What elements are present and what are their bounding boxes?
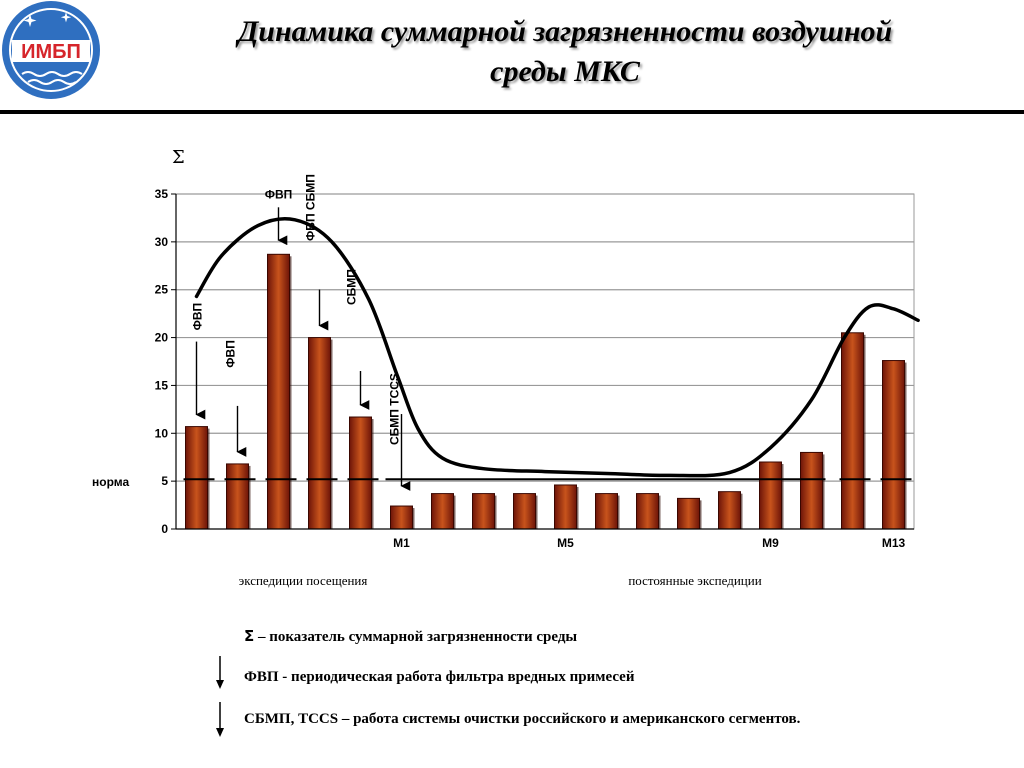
bar [226,463,249,530]
trend-curve-line [194,216,920,478]
bar [759,461,782,530]
y-tick-label: 15 [155,378,169,392]
bar [554,484,577,530]
title-line-2: среды МКС [490,55,640,88]
legend-fvp: ФВП - периодическая работа фильтра вредн… [244,669,634,686]
annotation-label: ФВП СБМП [304,174,318,241]
x-axis: М1 М5 М9 М13 [176,528,914,550]
page-title: Динамика суммарной загрязненности воздуш… [150,12,980,92]
star-icon [23,14,37,27]
bar [431,493,454,530]
y-axis: 0 5 10 15 20 25 30 35 [155,187,177,536]
y-tick-label: 5 [161,474,168,488]
legend-sigma-symbol: Σ [244,627,255,645]
legend-sbmp-text: СБМП, TCCS – работа системы очистки росс… [244,711,801,727]
y-tick-label: 25 [155,283,169,297]
logo-ring [9,8,93,92]
y-tick-label: 0 [161,522,168,536]
imbp-logo: ИМБП [2,1,100,99]
annotation-label: ФВП [224,340,238,368]
air-pollution-chart: 0 5 10 15 20 25 30 35 ФВП ФВП ФВП ФВП СБМП СБМП СБМП… [92,147,920,588]
legend-fvp-text: ФВП - периодическая работа фильтра вредн… [244,669,635,685]
annotations: ФВП ФВП ФВП ФВП СБМП СБМП СБМП TCCS [191,174,411,491]
x-tick-label: М1 [393,536,410,550]
x-tick-label: М9 [762,536,779,550]
logo-band [12,40,90,62]
legend-sbmp: СБМП, TCCS – работа системы очистки росс… [244,711,800,728]
annotation-label: СБМП TCCS [388,373,402,445]
bar [390,505,413,530]
annotation-label: ФВП [191,303,205,331]
group-label-visits: экспедиции посещения [239,573,368,588]
bar [595,493,618,530]
bar [267,253,290,530]
y-tick-label: 30 [155,235,169,249]
x-tick-label: М13 [882,536,906,550]
bar [636,493,659,530]
star-icon [60,12,72,23]
group-label-permanent: постоянные экспедиции [628,573,761,588]
wave-icon [21,71,83,77]
bar [841,332,864,530]
y-tick-label: 35 [155,187,169,201]
bar [308,337,331,530]
bar [882,360,905,530]
bar [185,426,208,530]
arrow-down-icon [216,702,224,737]
bar [472,493,495,530]
logo-text: ИМБП [21,41,81,63]
bar [349,416,372,530]
trend-curve [194,216,920,478]
annotation-label: СБМП [345,269,359,305]
bar [513,493,536,530]
bar [800,451,823,530]
y-axis-symbol: Σ [172,147,185,168]
y-tick-label: 10 [155,426,169,440]
bars [185,253,907,530]
bar [718,491,741,530]
arrow-down-icon [216,656,224,689]
bar [677,497,700,530]
x-tick-label: М5 [557,536,574,550]
title-divider [0,110,1024,114]
legend-sigma: Σ – показатель суммарной загрязненности … [244,627,577,646]
wave-icon [27,79,77,85]
annotation-label: ФВП [265,187,293,201]
y-tick-label: 20 [155,331,169,345]
legend-sigma-text: – показатель суммарной загрязненности ср… [254,629,578,645]
norm-label: норма [92,475,129,489]
title-line-1: Динамика суммарной загрязненности воздуш… [237,15,893,48]
